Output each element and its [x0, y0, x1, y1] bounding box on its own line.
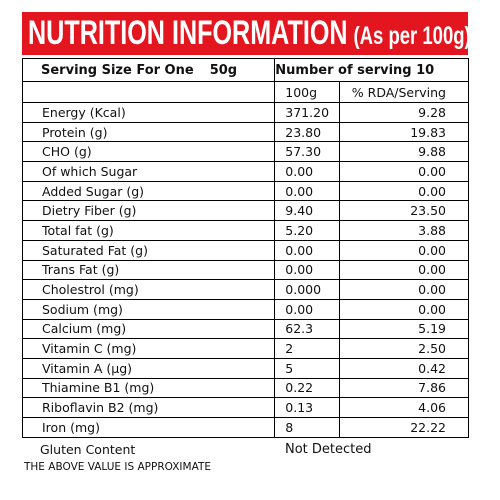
nutrient-value: 62.3 [274, 318, 340, 340]
nutrient-name: Vitamin C (mg) [21, 338, 276, 359]
nutrient-name: CHO (g) [21, 141, 276, 163]
nutrient-value: 9.88 [338, 141, 470, 163]
nutrient-row: Vitamin A (µg) 5 0.42 [21, 357, 470, 379]
nutrient-row: Calcium (mg) 62.3 5.19 [21, 318, 470, 340]
nutrient-name: Total fat (g) [21, 220, 276, 241]
nutrient-value: 0.00 [338, 298, 470, 320]
nutrient-value: 19.83 [338, 121, 470, 143]
nutrient-name: Thiamine B1 (mg) [21, 377, 276, 399]
nutrient-row: Saturated Fat (g) 0.00 0.00 [21, 239, 470, 261]
nutrient-value: 0.00 [274, 239, 340, 261]
nutrient-row: Protein (g) 23.80 19.83 [21, 121, 470, 143]
nutrient-row: Vitamin C (mg) 2 2.50 [21, 338, 470, 359]
nutrient-value: 8 [274, 417, 340, 438]
nutrient-name: Calcium (mg) [21, 318, 276, 340]
column-header: % RDA/Serving [338, 81, 470, 103]
nutrient-value: 23.80 [274, 121, 340, 143]
nutrient-value: 57.30 [274, 141, 340, 163]
header-row: 100g % RDA/Serving [21, 81, 470, 103]
nutrient-row: Riboflavin B2 (mg) 0.13 4.06 [21, 397, 470, 418]
gluten-value: Not Detected [285, 442, 372, 457]
nutrient-value: 371.20 [274, 102, 340, 123]
gluten-label: Gluten Content [40, 442, 136, 457]
nutrient-row: Of which Sugar 0.00 0.00 [21, 161, 470, 182]
nutrient-name: Of which Sugar [21, 161, 276, 182]
nutrient-row: Added Sugar (g) 0.00 0.00 [21, 180, 470, 202]
nutrient-row: CHO (g) 57.30 9.88 [21, 141, 470, 163]
nutrient-row: Thiamine B1 (mg) 0.22 7.86 [21, 377, 470, 399]
serving-cell: Serving Size For One 50g [21, 58, 276, 82]
serving-count: Number of serving 10 [274, 58, 469, 82]
nutrient-value: 0.00 [274, 259, 340, 281]
empty-cell [21, 81, 276, 103]
nutrient-value: 0.00 [274, 180, 340, 202]
nutrient-value: 9.28 [338, 102, 470, 123]
nutrient-value: 0.22 [274, 377, 340, 399]
nutrient-value: 0.00 [274, 298, 340, 320]
column-header: 100g [274, 81, 340, 103]
nutrient-name: Saturated Fat (g) [21, 239, 276, 261]
nutrient-value: 0.13 [274, 397, 340, 418]
nutrient-value: 4.06 [338, 397, 470, 418]
nutrient-name: Energy (Kcal) [21, 102, 276, 123]
nutrient-row: Dietry Fiber (g) 9.40 23.50 [21, 200, 470, 222]
subtitle: (As per 100g) [353, 22, 468, 50]
nutrient-value: 9.40 [274, 200, 340, 222]
nutrient-value: 0.00 [338, 279, 470, 300]
nutrient-name: Sodium (mg) [21, 298, 276, 320]
serving-size: 50g [209, 62, 238, 78]
nutrient-row: Cholestrol (mg) 0.000 0.00 [21, 279, 470, 300]
nutrient-value: 5.20 [274, 220, 340, 241]
nutrient-value: 3.88 [338, 220, 470, 241]
nutrient-value: 0.42 [338, 357, 470, 379]
nutrient-row: Total fat (g) 5.20 3.88 [21, 220, 470, 241]
nutrient-name: Riboflavin B2 (mg) [21, 397, 276, 418]
title-row: NUTRITION INFORMATION (As per 100g) [28, 14, 468, 53]
nutrient-value: 2 [274, 338, 340, 359]
nutrient-row: Trans Fat (g) 0.00 0.00 [21, 259, 470, 281]
serving-label: Serving Size For One [41, 62, 194, 78]
nutrient-value: 0.000 [274, 279, 340, 300]
note: THE ABOVE VALUE IS APPROXIMATE [24, 461, 211, 473]
nutrient-row: Energy (Kcal) 371.20 9.28 [21, 102, 470, 123]
nutrient-value: 0.00 [338, 180, 470, 202]
nutrient-value: 5 [274, 357, 340, 379]
nutrient-name: Vitamin A (µg) [21, 357, 276, 379]
banner: NUTRITION INFORMATION (As per 100g) [22, 12, 468, 55]
nutrient-value: 0.00 [274, 161, 340, 182]
nutrient-row: Sodium (mg) 0.00 0.00 [21, 298, 470, 320]
nutrient-value: 5.19 [338, 318, 470, 340]
nutrient-value: 0.00 [338, 161, 470, 182]
nutrient-value: 7.86 [338, 377, 470, 399]
nutrient-name: Cholestrol (mg) [21, 279, 276, 300]
nutrient-value: 2.50 [338, 338, 470, 359]
nutrition-table: Serving Size For One 50g Number of servin… [21, 58, 470, 438]
serving-row: Serving Size For One 50g Number of servin… [21, 58, 469, 82]
nutrient-name: Dietry Fiber (g) [21, 200, 276, 222]
nutrient-name: Iron (mg) [21, 417, 276, 438]
nutrient-name: Added Sugar (g) [21, 180, 276, 202]
nutrient-name: Protein (g) [21, 121, 276, 143]
nutrient-row: Iron (mg) 8 22.22 [21, 417, 470, 438]
nutrient-name: Trans Fat (g) [21, 259, 276, 281]
nutrient-value: 23.50 [338, 200, 470, 222]
title: NUTRITION INFORMATION [28, 14, 348, 52]
nutrient-value: 0.00 [338, 239, 470, 261]
nutrient-value: 22.22 [338, 417, 470, 438]
nutrient-value: 0.00 [338, 259, 470, 281]
